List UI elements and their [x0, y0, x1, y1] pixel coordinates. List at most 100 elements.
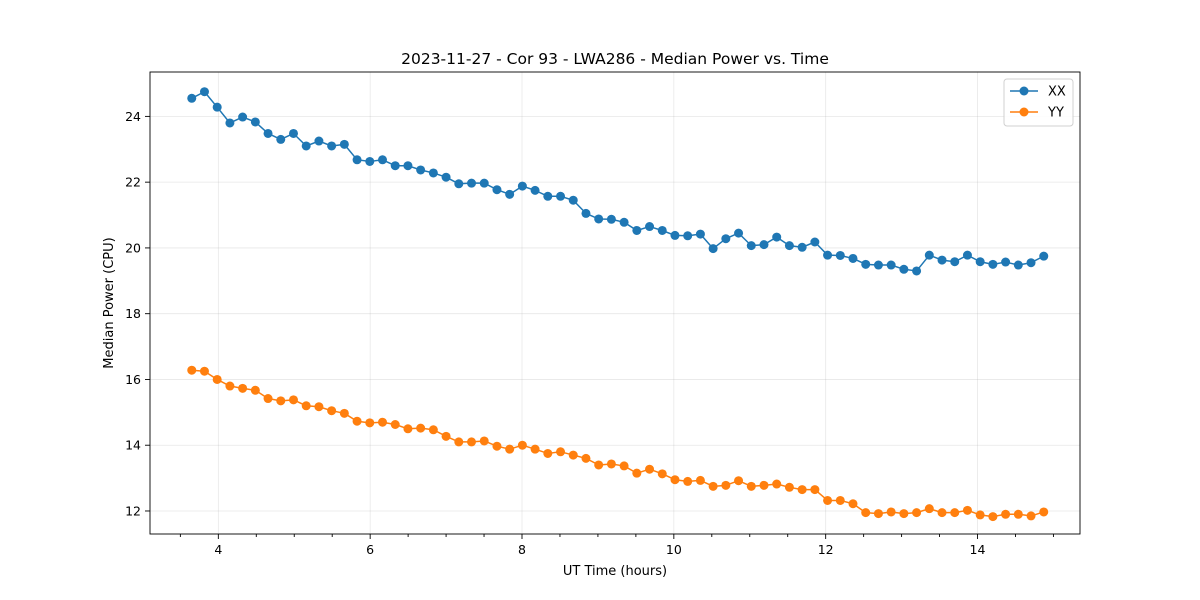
- y-tick-label: 20: [125, 240, 141, 255]
- data-point-xx: [759, 240, 769, 250]
- data-point-xx: [670, 230, 680, 240]
- y-axis-label: Median Power (CPU): [102, 237, 117, 368]
- data-point-xx: [657, 225, 667, 235]
- y-tick-label: 18: [125, 306, 141, 321]
- data-point-xx: [683, 231, 693, 241]
- data-point-yy: [301, 401, 311, 411]
- data-point-xx: [390, 161, 400, 171]
- data-point-xx: [199, 87, 209, 97]
- data-point-xx: [416, 165, 426, 175]
- data-point-yy: [950, 508, 960, 518]
- data-point-xx: [543, 191, 553, 201]
- x-tick-label: 10: [666, 542, 682, 557]
- data-point-yy: [886, 507, 896, 517]
- data-point-xx: [937, 255, 947, 265]
- data-point-yy: [721, 480, 731, 490]
- data-point-xx: [695, 229, 705, 239]
- x-tick-label: 14: [970, 542, 986, 557]
- data-point-xx: [835, 250, 845, 260]
- data-point-yy: [695, 475, 705, 485]
- data-point-yy: [988, 512, 998, 522]
- y-tick-label: 22: [125, 175, 141, 190]
- data-point-xx: [594, 214, 604, 224]
- grid: [150, 72, 1080, 534]
- data-point-yy: [212, 374, 222, 384]
- data-point-xx: [645, 222, 655, 232]
- data-point-xx: [492, 185, 502, 195]
- data-point-yy: [276, 396, 286, 406]
- data-point-yy: [581, 453, 591, 463]
- data-point-xx: [238, 112, 248, 122]
- data-point-xx: [975, 257, 985, 267]
- data-point-xx: [823, 250, 833, 260]
- data-point-xx: [721, 234, 731, 244]
- axes: 4 6 8 10 12 14 12 14 16 18 20 22 24: [125, 109, 1054, 557]
- data-point-yy: [339, 408, 349, 418]
- data-point-yy: [467, 437, 477, 447]
- legend-label-xx: XX: [1048, 85, 1066, 100]
- data-point-xx: [899, 264, 909, 274]
- data-point-yy: [797, 485, 807, 495]
- data-point-yy: [288, 395, 298, 405]
- x-tick-label: 12: [818, 542, 834, 557]
- data-point-xx: [441, 172, 451, 182]
- data-point-yy: [1026, 511, 1036, 521]
- y-tick-label: 16: [125, 372, 141, 387]
- data-point-xx: [988, 259, 998, 269]
- data-point-xx: [556, 191, 566, 201]
- data-point-xx: [1026, 258, 1036, 268]
- legend: XX YY: [1003, 78, 1074, 127]
- data-point-yy: [848, 499, 858, 509]
- data-point-yy: [492, 441, 502, 451]
- data-point-xx: [365, 156, 375, 166]
- legend-label-yy: YY: [1047, 106, 1064, 121]
- data-point-xx: [212, 102, 222, 112]
- data-point-yy: [352, 416, 362, 426]
- data-point-yy: [899, 509, 909, 519]
- y-tick-label: 12: [125, 503, 141, 518]
- data-point-xx: [314, 136, 324, 146]
- data-point-yy: [657, 469, 667, 479]
- data-point-xx: [505, 189, 515, 199]
- data-point-yy: [759, 480, 769, 490]
- data-point-yy: [314, 402, 324, 412]
- data-point-xx: [619, 217, 629, 227]
- data-point-yy: [250, 385, 260, 395]
- data-point-yy: [365, 418, 375, 428]
- data-point-yy: [975, 510, 985, 520]
- data-point-yy: [861, 508, 871, 518]
- data-point-yy: [924, 504, 934, 514]
- data-point-yy: [645, 464, 655, 474]
- x-tick-label: 6: [366, 542, 374, 557]
- data-point-xx: [581, 208, 591, 218]
- data-point-yy: [479, 436, 489, 446]
- data-point-xx: [924, 250, 934, 260]
- data-point-xx: [276, 134, 286, 144]
- data-point-yy: [606, 459, 616, 469]
- data-point-yy: [225, 381, 235, 391]
- data-point-xx: [263, 128, 273, 138]
- data-point-yy: [873, 509, 883, 519]
- x-tick-label: 4: [214, 542, 222, 557]
- data-point-xx: [454, 179, 464, 189]
- data-point-yy: [263, 394, 273, 404]
- data-point-yy: [594, 460, 604, 470]
- data-point-xx: [962, 250, 972, 260]
- data-point-xx: [632, 225, 642, 235]
- data-point-xx: [784, 241, 794, 251]
- chart-title: 2023-11-27 - Cor 93 - LWA286 - Median Po…: [401, 50, 829, 68]
- data-point-yy: [912, 508, 922, 518]
- data-point-xx: [772, 232, 782, 242]
- data-point-yy: [823, 495, 833, 505]
- data-point-xx: [288, 128, 298, 138]
- data-point-xx: [1039, 251, 1049, 261]
- legend-marker-xx: [1019, 86, 1029, 96]
- data-point-xx: [301, 141, 311, 151]
- data-point-yy: [428, 425, 438, 435]
- x-tick-label: 8: [518, 542, 526, 557]
- data-point-xx: [352, 155, 362, 165]
- data-point-xx: [606, 214, 616, 224]
- data-point-xx: [734, 228, 744, 238]
- data-point-xx: [327, 141, 337, 151]
- data-point-xx: [746, 241, 756, 251]
